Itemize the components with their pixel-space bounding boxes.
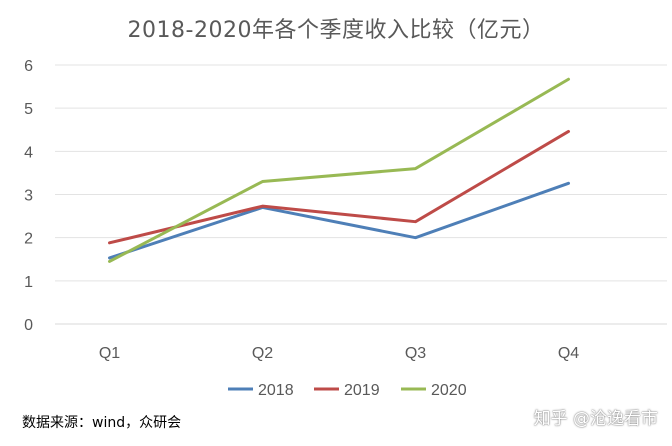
- y-tick-label: 5: [24, 101, 33, 118]
- series-line-2020: [108, 77, 570, 263]
- y-tick-label: 4: [24, 144, 33, 161]
- chart-title: 2018-2020年各个季度收入比较（亿元）: [127, 18, 545, 43]
- x-tick-label: Q3: [405, 345, 426, 362]
- y-tick-label: 2: [24, 231, 33, 248]
- gridlines: [55, 64, 667, 325]
- legend-label-2019: 2019: [344, 382, 380, 399]
- series-line-2018: [108, 181, 570, 260]
- x-axis-ticks: Q1 Q2 Q3 Q4: [99, 345, 579, 362]
- series-lines: [108, 77, 570, 263]
- y-tick-label: 3: [24, 188, 33, 205]
- legend-label-2020: 2020: [431, 382, 467, 399]
- y-tick-label: 0: [24, 317, 33, 334]
- x-tick-label: Q1: [99, 345, 120, 362]
- x-tick-label: Q2: [252, 345, 273, 362]
- x-tick-label: Q4: [558, 345, 579, 362]
- y-axis-ticks: 0 1 2 3 4 5 6: [24, 58, 33, 334]
- source-note: 数据来源：wind，众研会: [22, 415, 182, 431]
- y-tick-label: 6: [24, 58, 33, 75]
- legend: 2018 2019 2020: [228, 382, 467, 399]
- series-line-2019: [108, 129, 570, 245]
- y-tick-label: 1: [24, 274, 33, 291]
- watermark: 知乎 @沧逸看市: [533, 409, 658, 429]
- legend-label-2018: 2018: [258, 382, 294, 399]
